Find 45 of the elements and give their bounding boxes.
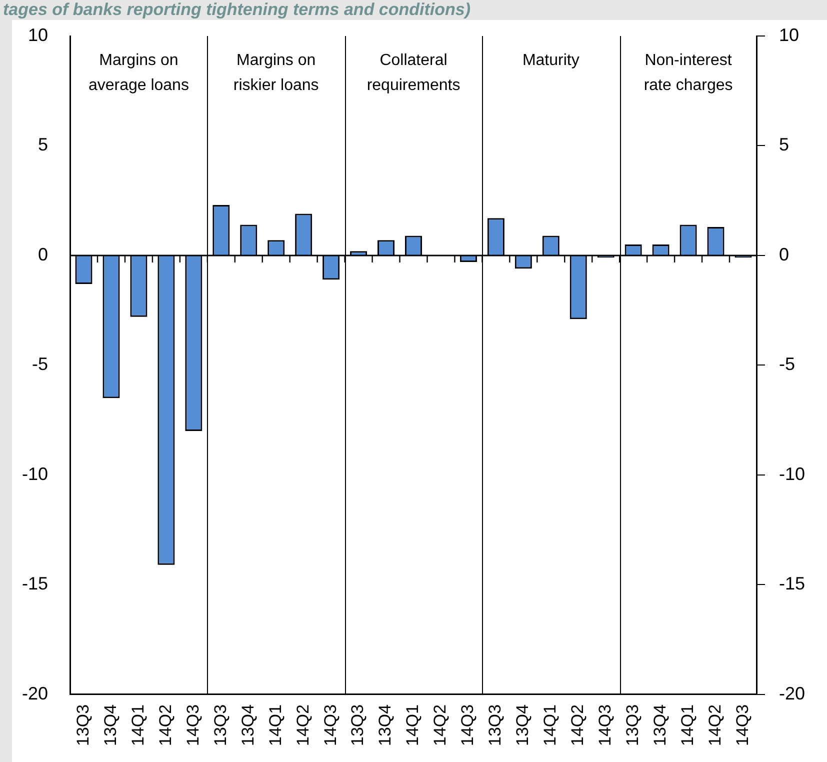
y-tick-label: 0 [38, 244, 48, 264]
x-tick-label: 13Q3 [623, 704, 642, 746]
x-tick-label: 14Q1 [678, 704, 697, 746]
y2-tick-label: -5 [778, 354, 795, 374]
x-tick-label: 13Q4 [376, 704, 395, 746]
x-tick-label: 14Q3 [183, 704, 202, 746]
x-tick-label: 14Q3 [596, 704, 615, 746]
x-tick-label: 14Q1 [266, 704, 285, 746]
y-tick-label: 5 [38, 134, 48, 155]
x-tick-label: 13Q4 [513, 704, 532, 746]
y-tick-label: -10 [22, 464, 48, 484]
y2-tick-label: 0 [778, 244, 789, 264]
y-tick-label: -15 [22, 574, 48, 594]
x-tick-label: 14Q1 [128, 704, 148, 746]
y2-tick-label: -20 [778, 683, 805, 704]
chart-title: tages of banks reporting tightening terms and conditions) [3, 0, 471, 19]
x-tick-label: 13Q3 [348, 704, 368, 746]
x-tick-label: 14Q3 [458, 704, 478, 746]
x-tick-label: 13Q4 [100, 704, 120, 746]
x-tick-label: 14Q2 [156, 704, 175, 746]
x-tick-label: 14Q2 [430, 704, 450, 746]
annotation: Margins on riskier loans [232, 51, 320, 96]
x-tick-label: 13Q4 [238, 704, 258, 746]
y2-tick-label: -15 [778, 574, 805, 594]
annotation: Collateral requirements [366, 51, 462, 96]
x-tick-label: 14Q3 [320, 704, 340, 746]
x-tick-label: 14Q2 [293, 704, 312, 746]
annotation: Maturity [521, 51, 580, 71]
x-tick-label: 13Q3 [73, 704, 92, 746]
y-tick-label: -5 [32, 354, 48, 374]
y-tick-label: -20 [22, 683, 48, 704]
x-tick-label: 14Q2 [705, 704, 724, 746]
x-tick-label: 13Q4 [650, 704, 670, 746]
y2-tick-label: 5 [778, 134, 789, 155]
x-tick-label: 14Q2 [568, 704, 588, 746]
x-tick-label: 14Q3 [732, 704, 752, 746]
annotation: Margins on average loans [87, 51, 190, 96]
annotation: Non-interest rate charges [642, 51, 734, 96]
x-tick-label: 13Q3 [210, 704, 230, 746]
x-tick-label: 14Q1 [403, 704, 422, 746]
x-tick-label: 13Q3 [486, 704, 505, 746]
y2-tick-label: 10 [778, 24, 800, 45]
y2-tick-label: -10 [778, 464, 805, 484]
y-tick-label: 10 [28, 24, 48, 45]
x-tick-label: 14Q1 [540, 704, 560, 746]
